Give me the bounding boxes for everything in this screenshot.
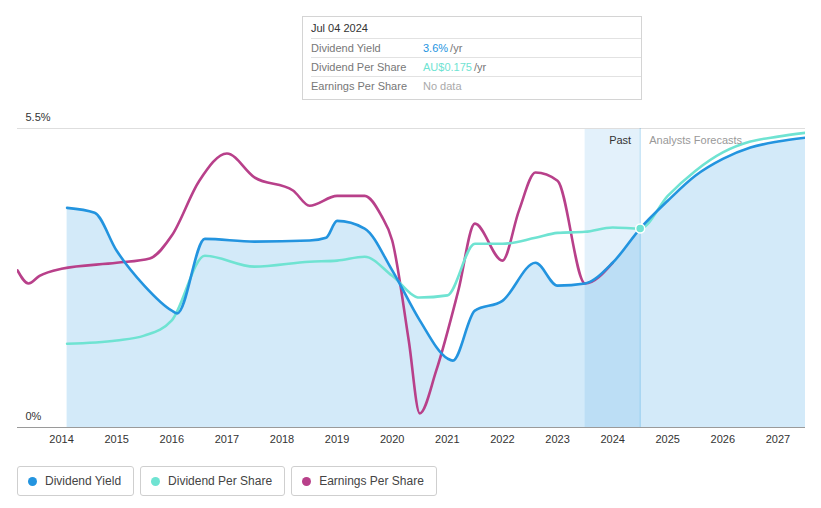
html-text:Dividend Yield: Dividend Yield	[311, 42, 381, 54]
html-text:AU$0.175 /yr: AU$0.175 /yr	[423, 61, 487, 73]
html-text:3.6% /yr: 3.6% /yr	[423, 42, 463, 54]
html-text:No data: No data	[423, 80, 462, 92]
svg-text:Past: Past	[609, 134, 631, 146]
svg-text:Analysts Forecasts: Analysts Forecasts	[649, 134, 742, 146]
svg-text:2025: 2025	[655, 433, 679, 445]
html-text:Dividend Per Share: Dividend Per Share	[311, 61, 407, 73]
svg-text:2015: 2015	[104, 433, 128, 445]
html-text:Earnings Per Share: Earnings Per Share	[319, 474, 424, 488]
svg-text:0%: 0%	[26, 410, 42, 422]
svg-text:2021: 2021	[435, 433, 459, 445]
html-text:Dividend Per Share: Dividend Per Share	[168, 474, 273, 488]
svg-text:5.5%: 5.5%	[26, 111, 51, 123]
html-text:Earnings Per Share: Earnings Per Share	[311, 80, 407, 92]
svg-text:2020: 2020	[380, 433, 404, 445]
svg-text:2026: 2026	[711, 433, 735, 445]
svg-text:2019: 2019	[325, 433, 349, 445]
svg-text:2023: 2023	[545, 433, 569, 445]
html-text:Dividend Yield: Dividend Yield	[45, 474, 122, 488]
svg-text:2018: 2018	[270, 433, 294, 445]
svg-text:2027: 2027	[766, 433, 790, 445]
svg-text:2022: 2022	[490, 433, 514, 445]
svg-text:2014: 2014	[49, 433, 73, 445]
svg-text:2024: 2024	[600, 433, 624, 445]
html-text:Jul 04 2024: Jul 04 2024	[311, 22, 368, 34]
svg-text:2016: 2016	[160, 433, 184, 445]
svg-text:2017: 2017	[215, 433, 239, 445]
